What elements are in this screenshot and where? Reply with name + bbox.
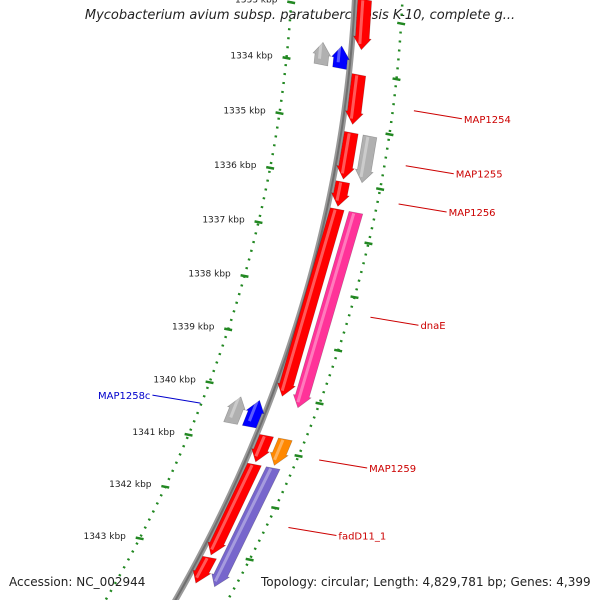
ruler-tick — [254, 220, 263, 225]
ruler-tick-label: 1340 kbp — [153, 376, 196, 386]
ruler-tick-label: 1336 kbp — [214, 161, 257, 171]
ruler-tick — [205, 380, 214, 385]
ruler-tick-label: 1342 kbp — [109, 480, 152, 490]
gene-arrow[interactable] — [192, 555, 217, 584]
ruler-tick — [240, 274, 249, 278]
gene-arrow-highlight — [358, 0, 365, 44]
gene-arrow[interactable] — [312, 41, 332, 67]
ruler-tick-outer — [375, 187, 385, 192]
gene-label[interactable]: MAP1258c — [98, 391, 150, 402]
gene-label[interactable]: MAP1259 — [369, 464, 416, 475]
gene-arrow-highlight — [359, 136, 370, 178]
ruler-tick-label: 1341 kbp — [132, 428, 175, 438]
ruler-tick — [275, 111, 284, 116]
gene-label-leader — [398, 203, 447, 213]
gene-arrow[interactable] — [292, 211, 364, 409]
gene-label-leader — [370, 316, 419, 326]
gene-arrow[interactable] — [344, 73, 367, 125]
gene-label-leader — [288, 527, 337, 537]
gene-arrow-highlight — [296, 212, 356, 403]
gene-arrow-highlight — [335, 182, 343, 201]
ruler-tick-label: 1335 kbp — [223, 107, 266, 117]
ruler-tick — [282, 56, 291, 60]
ruler-tick-outer — [245, 557, 254, 562]
gene-arrow-highlight — [229, 396, 240, 419]
ruler-tick — [184, 432, 193, 437]
topology-text: Topology: circular; Length: 4,829,781 bp… — [261, 575, 591, 589]
gene-arrow-highlight — [254, 435, 266, 457]
ruler-tick-label: 1339 kbp — [172, 323, 215, 333]
ruler-tick-outer — [294, 453, 303, 458]
ruler-tick — [224, 327, 233, 332]
ruler-tick — [287, 0, 296, 5]
ruler-tick-label: 1333 kbp — [235, 0, 278, 6]
ruler-tick-label: 1337 kbp — [202, 216, 245, 226]
gene-label-leader — [405, 165, 454, 175]
gene-arrow-highlight — [340, 133, 351, 174]
gene-arrow[interactable] — [211, 466, 281, 588]
ruler-tick-outer — [364, 241, 373, 246]
ruler-tick-outer — [392, 77, 401, 82]
ruler-tick-outer — [333, 348, 343, 353]
ruler-tick — [161, 484, 170, 489]
gene-arrow[interactable] — [352, 0, 372, 51]
gene-arrow[interactable] — [207, 462, 262, 556]
gene-label-leader — [319, 459, 368, 469]
gene-arrow[interactable] — [277, 207, 345, 397]
gene-labels: MAP1254 MAP1255 MAP1256 dnaE MAP1259 fadD11_1… — [98, 110, 511, 543]
gene-features — [192, 0, 378, 588]
gene-arrow[interactable] — [331, 45, 350, 70]
gene-arrow-highlight — [280, 209, 337, 392]
gene-arrow[interactable] — [241, 399, 265, 429]
ruler-tick-outer — [350, 295, 359, 300]
gene-label[interactable]: dnaE — [420, 321, 445, 332]
gene-arrow-highlight — [247, 400, 259, 422]
ruler-tick-label: 1338 kbp — [188, 269, 231, 279]
gene-arrow-highlight — [210, 464, 254, 551]
accession-text: Accession: NC_002944 — [9, 575, 146, 589]
gene-arrow-highlight — [336, 46, 342, 63]
ruler-tick-outer — [315, 401, 324, 406]
gene-arrow-highlight — [317, 43, 323, 59]
map-title: Mycobacterium avium subsp. paratuberculo… — [84, 8, 516, 23]
ruler-tick-outer — [385, 132, 394, 137]
inner-ruler-ring — [104, 0, 293, 600]
ruler-tick — [135, 536, 144, 541]
gene-label[interactable]: MAP1254 — [464, 115, 511, 126]
gene-arrow[interactable] — [251, 434, 274, 463]
ruler-tick-label: 1343 kbp — [83, 532, 126, 542]
ruler-tick-outer — [396, 21, 406, 26]
ruler-tick-outer — [271, 506, 280, 510]
gene-label[interactable]: fadD11_1 — [338, 532, 386, 543]
gene-label[interactable]: MAP1255 — [456, 170, 503, 181]
gene-arrow-highlight — [349, 75, 359, 119]
outer-ruler-ring — [226, 0, 404, 600]
ruler-tick — [265, 165, 275, 170]
gene-arrow-highlight — [195, 557, 209, 579]
gene-arrow-highlight — [213, 468, 273, 582]
ruler-tick-label: 1334 kbp — [230, 51, 273, 61]
gene-arrow[interactable] — [336, 130, 359, 180]
gene-label[interactable]: MAP1256 — [449, 208, 496, 219]
gene-arrow[interactable] — [330, 180, 351, 207]
gene-arrow[interactable] — [223, 396, 246, 425]
gene-label-leader — [152, 394, 201, 404]
gene-arrow[interactable] — [269, 437, 293, 466]
gene-arrow-highlight — [273, 439, 285, 461]
gene-label-leader — [413, 110, 462, 120]
gene-arrow[interactable] — [354, 134, 378, 184]
